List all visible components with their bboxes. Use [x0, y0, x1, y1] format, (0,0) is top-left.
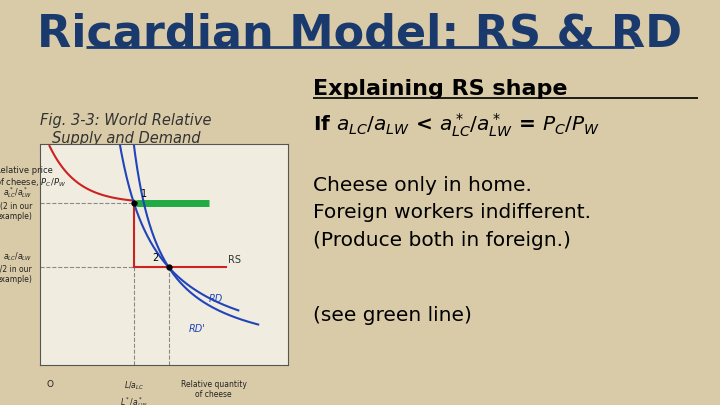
Text: Cheese only in home.
Foreign workers indifferent.
(Produce both in foreign.): Cheese only in home. Foreign workers ind… [313, 176, 591, 249]
Text: Ricardian Model: RS & RD: Ricardian Model: RS & RD [37, 12, 683, 55]
Text: 1: 1 [141, 189, 148, 199]
Text: RD': RD' [189, 324, 205, 334]
Text: O: O [46, 380, 53, 389]
Text: RS: RS [228, 255, 241, 265]
Text: Relative price
of cheese, $P_C/P_W$: Relative price of cheese, $P_C/P_W$ [0, 166, 66, 189]
Text: Fig. 3-3: World Relative
Supply and Demand: Fig. 3-3: World Relative Supply and Dema… [40, 113, 212, 146]
Text: $a_{LC}/a_{LW}$
(1/2 in our
example): $a_{LC}/a_{LW}$ (1/2 in our example) [0, 251, 32, 284]
Text: Relative quantity
of cheese: Relative quantity of cheese [181, 380, 246, 399]
Text: If $a_{LC}/a_{LW}$ < $a_{LC}^*/a_{LW}^*$ = $P_C/P_W$: If $a_{LC}/a_{LW}$ < $a_{LC}^*/a_{LW}^*$… [313, 111, 600, 139]
Text: (see green line): (see green line) [313, 306, 472, 325]
Text: Explaining RS shape: Explaining RS shape [313, 79, 567, 99]
Text: 2: 2 [153, 253, 159, 263]
Text: $L/a_{LC}$: $L/a_{LC}$ [124, 380, 144, 392]
Text: RD: RD [209, 294, 222, 305]
Text: $a^*_{LC}/a^*_{LW}$
(2 in our
example): $a^*_{LC}/a^*_{LW}$ (2 in our example) [0, 185, 32, 221]
Text: $L^*/a^*_{LW}$: $L^*/a^*_{LW}$ [120, 395, 148, 405]
